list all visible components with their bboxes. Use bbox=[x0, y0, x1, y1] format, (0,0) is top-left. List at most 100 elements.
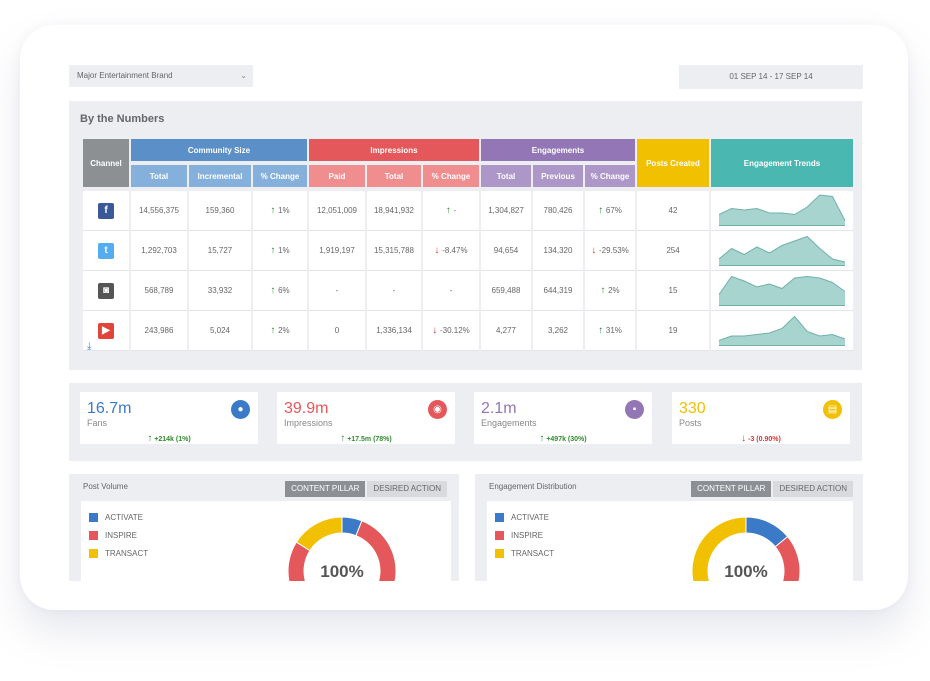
youtube-icon: ▶ bbox=[98, 322, 114, 339]
eng-change-cell: ↑ 31% bbox=[585, 311, 635, 351]
document-icon: ▤ bbox=[823, 400, 842, 419]
table-row: ◙ 568,789 33,932 ↑ 6% - - -659,488 644,319 ↑ 2% 1… bbox=[83, 271, 853, 311]
arrow-down-icon: ↓ bbox=[432, 325, 440, 336]
legend-item: ACTIVATE bbox=[89, 513, 143, 523]
stat-value: 330 bbox=[679, 400, 706, 417]
subheader-imp-total: Total bbox=[367, 161, 421, 187]
change-value: -8.47% bbox=[442, 246, 468, 255]
stat-card-impressions: 39.9m Impressions ↑ +17.5m (78%) ◉ bbox=[277, 392, 455, 444]
chat-icon: ▪ bbox=[625, 400, 644, 419]
channel-cell: ◙ bbox=[83, 271, 129, 311]
change-value: 2% bbox=[278, 326, 290, 335]
tab-content-pillar[interactable]: CONTENT PILLAR bbox=[691, 481, 772, 497]
change-value: 1% bbox=[278, 246, 290, 255]
comm-incremental-cell: 5,024 bbox=[189, 311, 251, 351]
posts-created-cell: 254 bbox=[637, 231, 709, 271]
donut-center-label: 100% bbox=[320, 562, 363, 581]
legend-item: TRANSACT bbox=[495, 549, 554, 559]
user-icon: ● bbox=[231, 400, 250, 419]
imp-paid-cell: 0 bbox=[309, 311, 365, 351]
stat-value: 39.9m bbox=[284, 400, 329, 417]
subheader-eng-previous: Previous bbox=[533, 161, 583, 187]
eng-change-cell: ↑ 2% bbox=[585, 271, 635, 311]
eng-previous-cell: 134,320 bbox=[533, 231, 583, 271]
stat-change: ↓ -3 (0.90%) bbox=[741, 433, 781, 444]
subheader-comm-incremental: Incremental bbox=[189, 161, 251, 187]
eng-total-cell: 1,304,827 bbox=[481, 191, 531, 231]
brand-select-value: Major Entertainment Brand bbox=[77, 71, 173, 80]
header-impressions: Impressions bbox=[309, 139, 479, 161]
sparkline-line bbox=[718, 235, 846, 262]
legend-item: INSPIRE bbox=[495, 531, 543, 541]
subheader-imp-paid: Paid bbox=[309, 161, 365, 187]
subheader-eng-total: Total bbox=[481, 161, 531, 187]
change-value: 2% bbox=[608, 286, 620, 295]
arrow-up-icon: ↑ bbox=[270, 325, 279, 336]
sparkline-chart bbox=[718, 275, 846, 306]
donut-slice[interactable] bbox=[695, 535, 801, 581]
panel-title: Post Volume bbox=[83, 482, 128, 491]
posts-created-cell: 15 bbox=[637, 271, 709, 311]
eng-change-cell: ↓ -29.53% bbox=[585, 231, 635, 271]
eng-change-cell: ↑ 67% bbox=[585, 191, 635, 231]
arrow-up-icon: ↑ bbox=[270, 285, 279, 296]
legend-item: TRANSACT bbox=[89, 549, 148, 559]
donut-slice[interactable] bbox=[691, 516, 747, 581]
sparkline-chart bbox=[718, 193, 846, 226]
chevron-down-icon: ⌄ bbox=[240, 71, 247, 80]
eng-total-cell: 4,277 bbox=[481, 311, 531, 351]
numbers-table: Channel Community Size Impressions Engag… bbox=[81, 139, 855, 351]
table-row: t 1,292,703 15,727 ↑ 1% 1,919,197 15,315,788 ↓… bbox=[83, 231, 853, 271]
tab-desired-action[interactable]: DESIRED ACTION bbox=[367, 481, 447, 497]
header-community-size: Community Size bbox=[131, 139, 307, 161]
sparkline-area bbox=[719, 276, 845, 305]
stat-label: Impressions bbox=[284, 418, 333, 428]
stat-change: ↑ +214k (1%) bbox=[147, 433, 191, 444]
legend-item: ACTIVATE bbox=[495, 513, 549, 523]
date-range-picker[interactable]: 01 SEP 14 - 17 SEP 14 bbox=[679, 65, 863, 89]
post-volume-panel: Post Volume CONTENT PILLAR DESIRED ACTION… bbox=[69, 474, 459, 581]
sparkline-line bbox=[718, 315, 846, 341]
imp-total-cell: 15,315,788 bbox=[367, 231, 421, 271]
arrow-down-icon: ↓ bbox=[591, 245, 599, 256]
download-icon[interactable]: ⤓ bbox=[87, 341, 92, 352]
donut-slice[interactable] bbox=[295, 516, 343, 552]
arrow-down-icon: ↓ bbox=[434, 245, 443, 256]
twitter-icon: t bbox=[98, 242, 114, 259]
tab-content-pillar[interactable]: CONTENT PILLAR bbox=[285, 481, 366, 497]
comm-change-cell: ↑ 6% bbox=[253, 271, 307, 311]
subheader-eng-change: % Change bbox=[585, 161, 635, 187]
donut-chart: 100% bbox=[691, 516, 801, 581]
comm-change-cell: ↑ 2% bbox=[253, 311, 307, 351]
by-the-numbers-panel: By the Numbers Channel Community Size Im… bbox=[69, 101, 862, 370]
table-row: f 14,556,375 159,360 ↑ 1% 12,051,009 18,941,9… bbox=[83, 191, 853, 231]
tab-desired-action[interactable]: DESIRED ACTION bbox=[773, 481, 853, 497]
header-posts-created: Posts Created bbox=[637, 139, 709, 187]
subheader-comm-change: % Change bbox=[253, 161, 307, 187]
comm-change-cell: ↑ 1% bbox=[253, 231, 307, 271]
imp-change-cell: ↑ - bbox=[423, 191, 479, 231]
comm-incremental-cell: 15,727 bbox=[189, 231, 251, 271]
trend-cell bbox=[711, 311, 853, 351]
imp-change-cell: ↓ -30.12% bbox=[423, 311, 479, 351]
stat-card-posts: 330 Posts ↓ -3 (0.90%) ▤ bbox=[672, 392, 850, 444]
header-channel: Channel bbox=[83, 139, 129, 187]
brand-select[interactable]: Major Entertainment Brand ⌄ bbox=[69, 65, 253, 87]
eng-previous-cell: 780,426 bbox=[533, 191, 583, 231]
facebook-icon: f bbox=[98, 202, 114, 219]
comm-total-cell: 14,556,375 bbox=[131, 191, 187, 231]
summary-stats: 16.7m Fans ↑ +214k (1%) ● 39.9m Impressi… bbox=[69, 383, 862, 461]
panel-title: Engagement Distribution bbox=[489, 482, 577, 491]
change-value: -29.53% bbox=[598, 246, 629, 255]
imp-paid-cell: - bbox=[309, 271, 365, 311]
stat-card-engagements: 2.1m Engagements ↑ +497k (30%) ▪ bbox=[474, 392, 652, 444]
imp-change-cell: ↓ -8.47% bbox=[423, 231, 479, 271]
comm-total-cell: 1,292,703 bbox=[131, 231, 187, 271]
imp-paid-cell: 1,919,197 bbox=[309, 231, 365, 271]
change-value: 31% bbox=[605, 326, 622, 335]
table-row: ▶ 243,986 5,024 ↑ 2% 0 1,336,134 ↓ -30.12% 4,27… bbox=[83, 311, 853, 351]
change-value: 6% bbox=[278, 286, 290, 295]
sparkline-line bbox=[718, 275, 846, 295]
donut-slice[interactable] bbox=[287, 520, 397, 581]
imp-total-cell: 18,941,932 bbox=[367, 191, 421, 231]
